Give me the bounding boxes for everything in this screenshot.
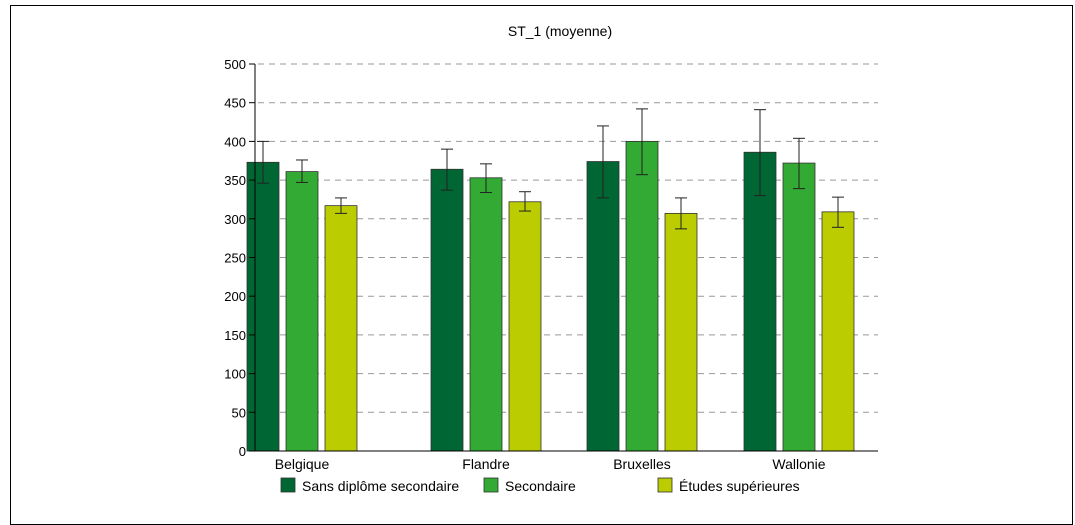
legend-label: Sans diplôme secondaire (302, 478, 459, 494)
bar (586, 161, 620, 452)
bar (469, 177, 503, 452)
y-tick-label: 100 (224, 367, 246, 382)
y-tick-label: 200 (224, 289, 246, 304)
legend-swatch (280, 477, 296, 493)
bar (821, 211, 855, 452)
grid-layer (258, 63, 878, 413)
bar (625, 140, 659, 452)
bar (782, 162, 816, 452)
legend: Sans diplôme secondaire Secondaire Études … (280, 477, 800, 494)
legend-swatch (657, 477, 673, 493)
chart-title: ST_1 (moyenne) (508, 23, 612, 39)
bar-layer (246, 108, 855, 452)
bar (430, 168, 464, 452)
x-tick-label: Flandre (462, 456, 510, 472)
legend-label: Secondaire (505, 478, 576, 494)
y-tick-label: 250 (224, 251, 246, 266)
legend-swatch (483, 477, 499, 493)
y-tick-label: 300 (224, 212, 246, 227)
bar (285, 171, 319, 452)
bar (246, 161, 280, 452)
bar (324, 205, 358, 452)
y-tick-label: 450 (224, 96, 246, 111)
y-tick-label: 400 (224, 134, 246, 149)
bar (664, 212, 698, 452)
y-tick-label: 50 (232, 405, 246, 420)
y-tick-label: 350 (224, 173, 246, 188)
x-tick-label: Bruxelles (613, 456, 671, 472)
x-tick-label: Belgique (275, 456, 330, 472)
bar (743, 151, 777, 452)
x-tick-label: Wallonie (772, 456, 825, 472)
y-tick-label: 500 (224, 57, 246, 72)
axis-layer: 0 50 100 150 200 250 300 350 400 450 500 Belgique Fl… (224, 57, 878, 472)
legend-label: Études supérieures (679, 478, 800, 494)
bar (508, 201, 542, 452)
y-tick-label: 150 (224, 328, 246, 343)
y-tick-label: 0 (239, 444, 246, 459)
